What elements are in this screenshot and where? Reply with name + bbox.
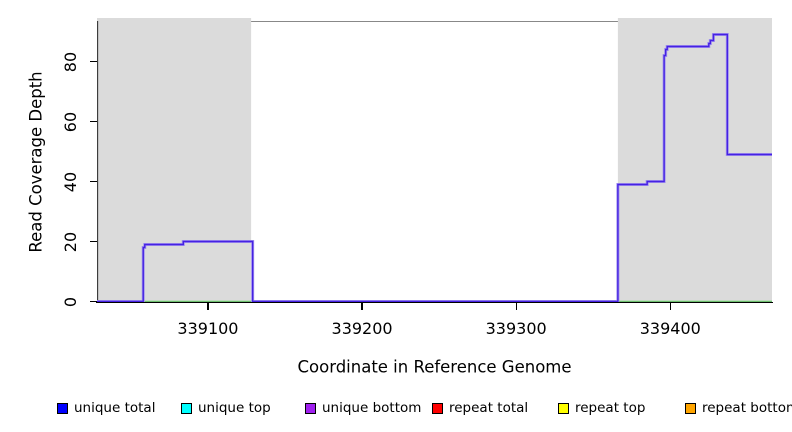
x-tick-label: 339200 <box>331 319 393 338</box>
y-tick <box>90 300 97 303</box>
x-tick <box>515 303 517 310</box>
legend-swatch-unique-total <box>57 403 68 414</box>
legend-swatch-unique-bottom <box>305 403 316 414</box>
y-tick <box>90 120 97 123</box>
legend-label: repeat top <box>575 400 646 416</box>
y-axis-title: Read Coverage Depth <box>26 71 46 253</box>
y-tick <box>90 180 97 183</box>
x-tick <box>669 303 671 310</box>
x-tick-label: 339300 <box>485 319 547 338</box>
x-tick <box>361 303 363 310</box>
y-tick <box>90 240 97 243</box>
legend-label: unique total <box>74 400 156 416</box>
legend-label: repeat total <box>449 400 529 416</box>
legend-label: repeat bottom <box>702 400 792 416</box>
legend-swatch-repeat-top <box>558 403 569 414</box>
legend-label: unique bottom <box>322 400 422 416</box>
x-axis-title: Coordinate in Reference Genome <box>297 357 572 377</box>
y-tick-label: 20 <box>61 231 80 252</box>
legend-swatch-repeat-bottom <box>685 403 696 414</box>
y-tick-label: 80 <box>61 51 80 72</box>
x-tick-label: 339100 <box>177 319 239 338</box>
x-tick <box>207 303 209 310</box>
y-tick-label: 40 <box>61 171 80 192</box>
repeat-region-shading <box>617 18 772 302</box>
y-tick <box>90 60 97 63</box>
repeat-region-shading <box>97 18 252 302</box>
x-axis-line <box>96 301 773 304</box>
y-tick-label: 60 <box>61 111 80 132</box>
x-tick-label: 339400 <box>639 319 701 338</box>
legend-swatch-unique-top <box>181 403 192 414</box>
plot-svg <box>97 18 772 303</box>
plot-area <box>97 14 772 303</box>
y-tick-label: 0 <box>61 296 80 307</box>
legend-label: unique top <box>198 400 271 416</box>
legend-swatch-repeat-total <box>432 403 443 414</box>
coverage-line <box>97 33 772 303</box>
